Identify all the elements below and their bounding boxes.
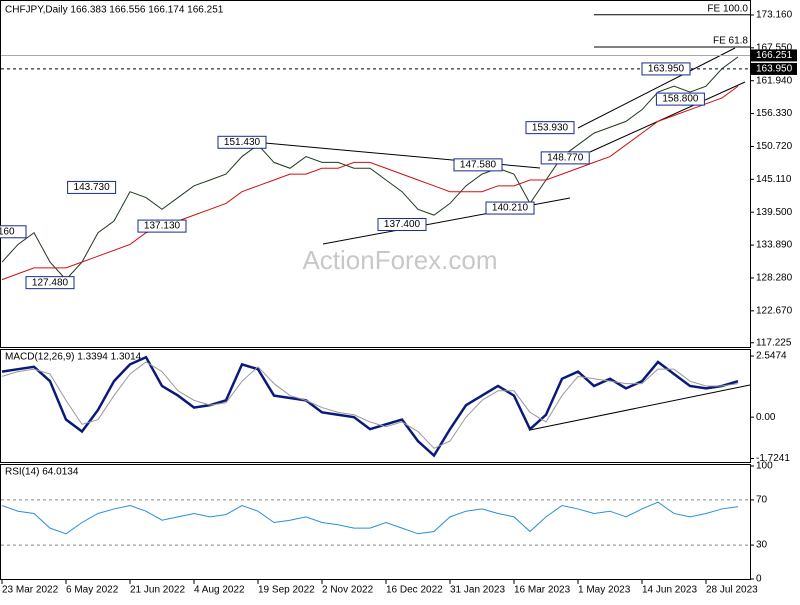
y-tick-label: 133.890 bbox=[756, 240, 793, 251]
x-tick-label: 2 Nov 2022 bbox=[322, 585, 374, 596]
fe-label: FE 100.0 bbox=[707, 3, 748, 14]
macd-title: MACD(12,26,9) 1.3394 1.3014 bbox=[5, 352, 142, 363]
y-tick-label: 128.280 bbox=[756, 273, 793, 284]
annotation-label: 147.580 bbox=[460, 160, 497, 171]
y-tick-label: 122.670 bbox=[756, 305, 793, 316]
series-line bbox=[1, 501, 739, 535]
y-tick-label: 145.110 bbox=[756, 174, 792, 185]
x-tick-label: 16 Dec 2022 bbox=[386, 585, 443, 596]
annotation-box bbox=[217, 135, 267, 149]
x-tick-label: 4 Aug 2022 bbox=[194, 585, 245, 596]
price-marker-label: 166.251 bbox=[756, 50, 793, 61]
annotation-box bbox=[655, 92, 705, 106]
fe-label: FE 61.8 bbox=[713, 36, 748, 47]
annotation-box bbox=[525, 121, 575, 135]
y-tick-label: 117.225 bbox=[756, 337, 792, 348]
x-tick-label: 14 Jun 2023 bbox=[642, 585, 697, 596]
annotation-box bbox=[67, 180, 117, 194]
macd-trend-line bbox=[529, 384, 751, 431]
price-title: CHFJPY,Daily 166.383 166.556 166.174 166… bbox=[5, 5, 224, 16]
annotation-box bbox=[25, 276, 75, 290]
annotation-label: 148.770 bbox=[547, 153, 584, 164]
x-tick-label: 23 Mar 2022 bbox=[2, 585, 59, 596]
annotation-label: 137.400 bbox=[384, 219, 421, 230]
annotation-box bbox=[540, 151, 590, 165]
y-tick-label: 0 bbox=[756, 574, 762, 585]
frame bbox=[0, 0, 751, 580]
y-tick-label: 150.720 bbox=[756, 141, 793, 152]
y-tick-label: 30 bbox=[756, 540, 768, 551]
y-tick-label: 100 bbox=[756, 461, 773, 472]
annotation-box bbox=[377, 218, 427, 232]
rsi-panel bbox=[0, 464, 751, 580]
channel-line bbox=[589, 81, 746, 153]
x-tick-label: 19 Sep 2022 bbox=[258, 585, 315, 596]
annotation-label: 127.480 bbox=[32, 277, 69, 288]
annotation-label: 151.430 bbox=[224, 137, 261, 148]
macd-panel bbox=[0, 349, 751, 463]
x-tick-label: 16 Mar 2023 bbox=[514, 585, 571, 596]
y-tick-label: 167.550 bbox=[756, 42, 793, 53]
annotation-box bbox=[453, 158, 503, 172]
annotation-label: 163.950 bbox=[648, 64, 685, 75]
y-tick-label: 139.500 bbox=[756, 207, 793, 218]
annotation-label: 6.160 bbox=[0, 226, 15, 237]
price-marker-label: 163.950 bbox=[756, 64, 793, 75]
x-tick-label: 1 May 2023 bbox=[578, 585, 631, 596]
price-box bbox=[751, 49, 797, 62]
x-tick-label: 21 Jun 2022 bbox=[130, 585, 185, 596]
watermark: ActionForex.com bbox=[302, 245, 497, 275]
price-box bbox=[751, 62, 797, 75]
series-line bbox=[1, 56, 739, 281]
x-tick-label: 28 Jul 2023 bbox=[706, 585, 758, 596]
series-line bbox=[1, 85, 739, 281]
annotation-box bbox=[641, 62, 691, 76]
annotation-label: 137.130 bbox=[144, 221, 181, 232]
annotation-label: 158.800 bbox=[662, 94, 699, 105]
y-tick-label: 161.940 bbox=[756, 75, 793, 86]
channel-line bbox=[577, 47, 736, 129]
y-tick-label: 0.00 bbox=[756, 412, 776, 423]
annotation-box bbox=[0, 225, 27, 239]
y-tick-label: 173.160 bbox=[756, 10, 793, 21]
y-tick-label: 70 bbox=[756, 495, 768, 506]
annotation-label: 153.930 bbox=[532, 122, 569, 133]
rsi-title: RSI(14) 64.0134 bbox=[5, 467, 79, 478]
annotation-box bbox=[137, 219, 187, 233]
y-tick-label: -1.7241 bbox=[756, 453, 790, 464]
price-panel bbox=[0, 0, 751, 348]
x-tick-label: 6 May 2022 bbox=[66, 585, 119, 596]
series-line bbox=[1, 361, 739, 449]
annotation-box bbox=[485, 201, 535, 215]
y-tick-label: 156.330 bbox=[756, 108, 793, 119]
annotation-label: 140.210 bbox=[492, 203, 529, 214]
x-tick-label: 31 Jan 2023 bbox=[450, 585, 505, 596]
y-tick-label: 2.5474 bbox=[756, 351, 787, 362]
annotation-label: 143.730 bbox=[74, 182, 111, 193]
